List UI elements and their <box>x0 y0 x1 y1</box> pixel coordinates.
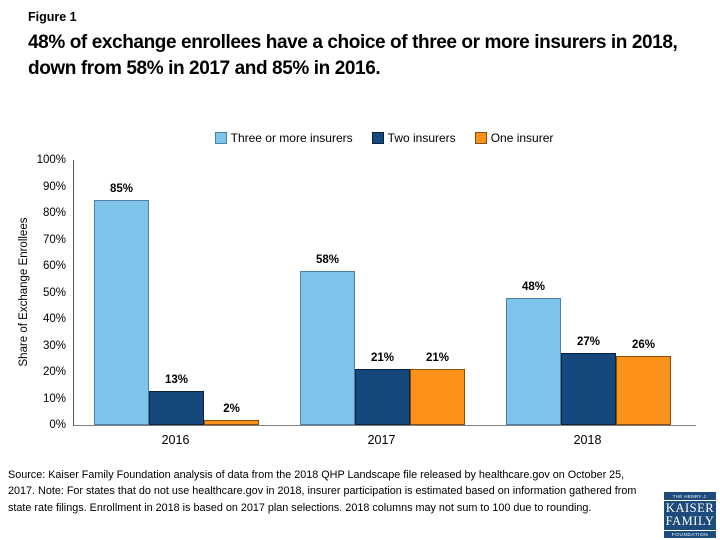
y-tick-label: 30% <box>42 339 66 352</box>
legend-label: Three or more insurers <box>230 131 353 145</box>
three-or-more-insurers-swatch-icon <box>214 132 227 144</box>
plot-area: 85% 13% 2% 58% 21% 21% 48% 27% 26% <box>73 160 696 426</box>
kff-logo-name-line1: KAISER <box>665 501 715 515</box>
y-tick-label: 90% <box>42 180 66 193</box>
x-tick-label-2017: 2017 <box>367 433 396 447</box>
legend-item-one-insurer: One insurer <box>474 131 554 145</box>
bar-2017-one-insurer <box>410 369 465 425</box>
legend-item-two-insurers: Two insurers <box>371 131 456 145</box>
bar-2016-two-insurers <box>149 390 204 425</box>
legend-label: Two insurers <box>387 131 456 145</box>
kff-logo-tagline: THE HENRY J. <box>664 492 716 501</box>
source-note: Source: Kaiser Family Foundation analysi… <box>8 469 637 514</box>
bar-2018-one-insurer <box>616 356 671 425</box>
y-tick-label: 100% <box>36 154 66 166</box>
figure-label: Figure 1 <box>28 10 77 24</box>
y-tick-label: 60% <box>42 260 66 272</box>
bar-2018-three-or-more-insurers <box>506 297 561 425</box>
chart-legend: Three or more insurers Two insurers One in… <box>73 131 695 145</box>
one-insurer-swatch-icon <box>474 132 487 144</box>
y-tick-label: 50% <box>42 286 66 299</box>
y-tick-label: 10% <box>42 392 66 405</box>
y-tick-label: 40% <box>42 313 66 325</box>
bar-2017-two-insurers <box>355 369 410 425</box>
bar-value-label: 48% <box>521 280 546 293</box>
y-tick-label: 70% <box>42 233 66 246</box>
bar-2017-three-or-more-insurers <box>300 271 355 425</box>
two-insurers-swatch-icon <box>371 132 384 144</box>
bar-2018-two-insurers <box>561 353 616 425</box>
x-axis-labels: 2016 2017 2018 <box>73 433 695 449</box>
bar-2016-one-insurer <box>204 419 259 425</box>
bar-value-label: 26% <box>631 339 656 352</box>
legend-label: One insurer <box>490 131 554 145</box>
bar-value-label: 85% <box>109 182 134 195</box>
bar-value-label: 21% <box>370 352 395 365</box>
bar-value-label: 2% <box>223 402 240 415</box>
bar-value-label: 21% <box>425 352 450 365</box>
y-tick-label: 20% <box>42 366 66 378</box>
kff-logo-name-line2: FAMILY <box>665 513 715 528</box>
x-tick-label-2016: 2016 <box>161 433 190 447</box>
bar-value-label: 13% <box>164 373 189 386</box>
legend-item-three-or-more-insurers: Three or more insurers <box>214 131 353 145</box>
x-tick-label-2018: 2018 <box>573 433 602 447</box>
bar-value-label: 27% <box>576 336 601 349</box>
kff-logo-name: KAISER FAMILY <box>664 501 716 530</box>
y-axis-ticks: 0% 10% 20% 30% 40% 50% 60% 70% 80% 90% 100% <box>0 154 66 431</box>
bar-2016-three-or-more-insurers <box>94 199 149 425</box>
bar-value-label: 58% <box>315 254 340 267</box>
kff-logo: THE HENRY J. KAISER FAMILY FOUNDATION <box>664 492 716 538</box>
page-title: 48% of exchange enrollees have a choice … <box>28 32 678 79</box>
kff-logo-foundation: FOUNDATION <box>664 529 716 540</box>
y-tick-label: 0% <box>49 419 66 431</box>
y-tick-label: 80% <box>42 207 66 219</box>
